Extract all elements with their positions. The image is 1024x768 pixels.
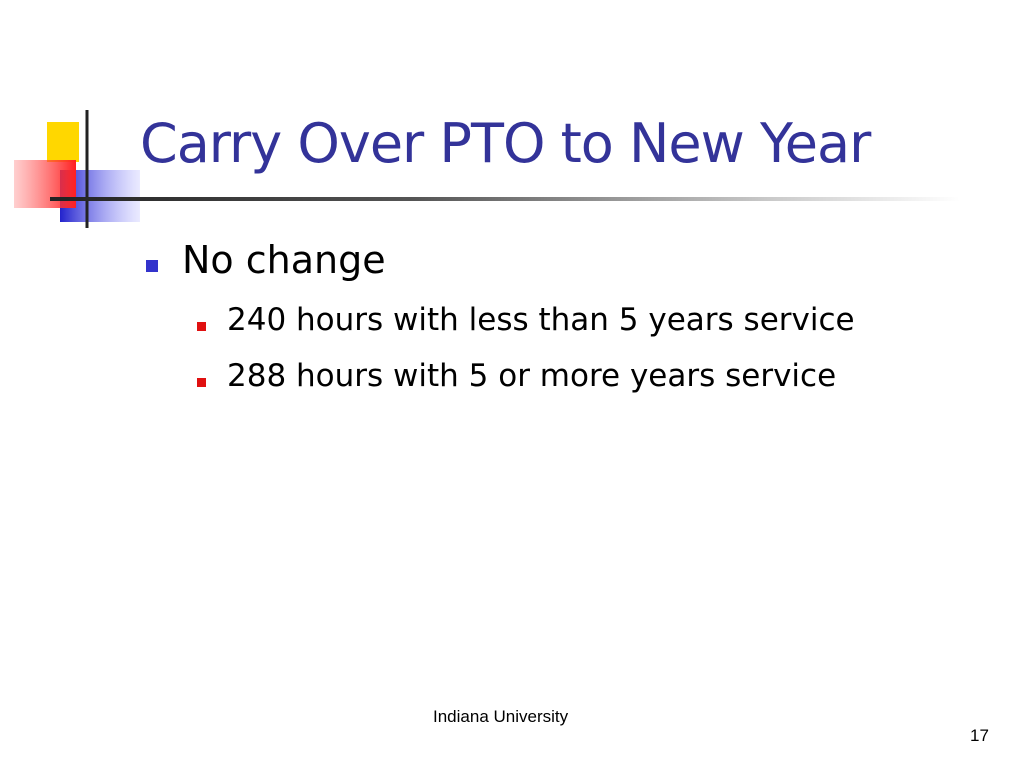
slide-title: Carry Over PTO to New Year xyxy=(140,112,871,175)
title-rule xyxy=(50,197,960,201)
logo xyxy=(14,110,140,228)
sub-bullet xyxy=(197,378,206,387)
sub-bullet xyxy=(197,322,206,331)
sub-bullet-text: 288 hours with 5 or more years service xyxy=(227,358,837,394)
sub-bullet-text: 240 hours with less than 5 years service xyxy=(227,302,855,338)
bullet-text: No change xyxy=(182,238,386,282)
footer: Indiana University xyxy=(433,707,569,726)
bullet xyxy=(146,260,158,272)
slide-number: 17 xyxy=(970,726,989,745)
